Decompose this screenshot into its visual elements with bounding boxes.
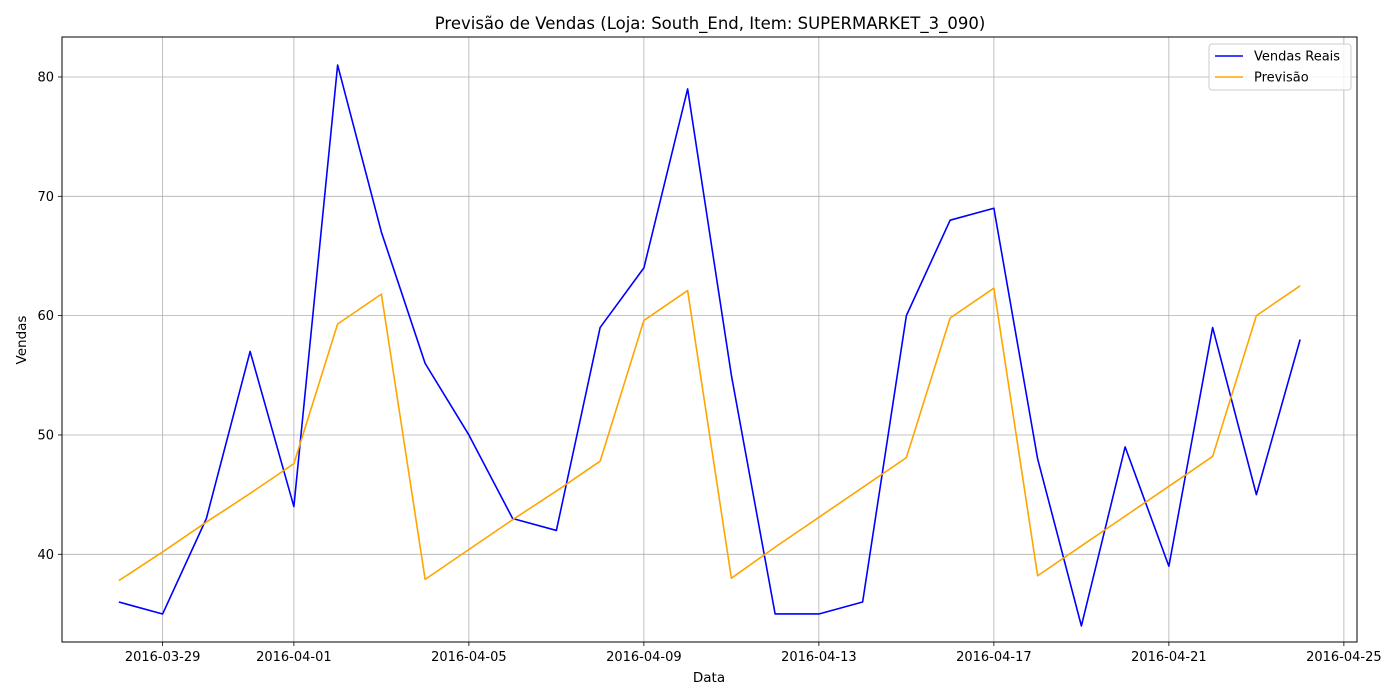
- y-tick-label: 60: [37, 309, 54, 324]
- grid: [62, 37, 1357, 642]
- y-tick-label: 70: [37, 190, 54, 205]
- y-tick-label: 50: [37, 428, 54, 443]
- x-tick-label: 2016-04-17: [956, 650, 1032, 665]
- x-tick-label: 2016-04-25: [1306, 650, 1382, 665]
- x-tick-label: 2016-04-05: [431, 650, 507, 665]
- legend: Vendas Reais Previsão: [1208, 43, 1352, 91]
- legend-label: Previsão: [1254, 71, 1309, 86]
- x-tick-label: 2016-04-13: [781, 650, 857, 665]
- x-axis-label: Data: [693, 670, 725, 686]
- chart-title: Previsão de Vendas (Loja: South_End, Ite…: [435, 14, 986, 34]
- axis-ticks: 2016-03-29 2016-04-01 2016-04-05 2016-04-09…: [37, 70, 1381, 665]
- plot-frame: [61, 36, 1358, 643]
- series-line-1: [118, 285, 1301, 582]
- x-tick-label: 2016-04-09: [606, 650, 682, 665]
- y-tick-label: 40: [37, 548, 54, 563]
- series-lines: [118, 64, 1301, 627]
- y-axis-label: Vendas: [14, 316, 30, 365]
- x-tick-label: 2016-03-29: [125, 650, 201, 665]
- x-tick-label: 2016-04-21: [1131, 650, 1207, 665]
- y-tick-label: 80: [37, 70, 54, 85]
- legend-box: [1208, 43, 1352, 91]
- legend-label: Vendas Reais: [1254, 50, 1340, 65]
- x-tick-label: 2016-04-01: [256, 650, 332, 665]
- series-line-0: [118, 64, 1301, 627]
